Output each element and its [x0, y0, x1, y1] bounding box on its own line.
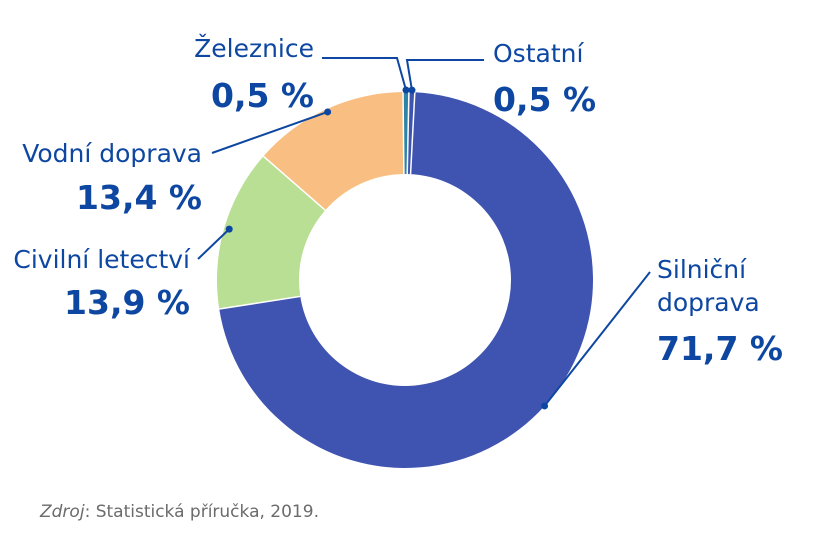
label-value-civilni-letectvi: 13,9 % [64, 283, 190, 322]
label-value-zeleznice: 0,5 % [211, 76, 314, 115]
slice-separator [262, 155, 326, 211]
label-value-vodni-doprava: 13,4 % [76, 178, 202, 217]
leader-dot-vodni-doprava [324, 108, 332, 116]
labels-group: Silniční doprava 71,7 % Civilní letectví 13,… [13, 34, 783, 410]
label-name-ostatni: Ostatní [493, 39, 584, 68]
source-prefix: Zdroj [40, 502, 85, 522]
slice-separator [402, 92, 405, 175]
label-value-ostatni: 0,5 % [493, 80, 596, 119]
leader-dot-silnicni-doprava [541, 402, 549, 410]
leader-line-vodni-doprava [211, 111, 328, 154]
label-name-civilni-letectvi: Civilní letectví [13, 245, 191, 274]
source-note: Zdroj: Statistická příručka, 2019. [40, 502, 319, 522]
slice-civilni-letectvi [217, 156, 326, 310]
label-name-silnicni-doprava: Silniční [657, 255, 747, 284]
slice-separator [219, 295, 301, 310]
source-text: : Statistická příručka, 2019. [84, 502, 319, 522]
leader-dot-ostatni [408, 86, 416, 94]
label-name-zeleznice: Železnice [194, 34, 314, 63]
leader-line-ostatni [405, 59, 484, 91]
leader-dot-civilni-letectvi [225, 225, 233, 233]
slice-separator [406, 92, 410, 175]
slice-separator [409, 92, 416, 175]
label-name-vodni-doprava: Vodní doprava [22, 139, 202, 168]
leader-line-silnicni-doprava [543, 271, 651, 407]
slices-group [217, 92, 593, 469]
leader-line-zeleznice [322, 57, 407, 91]
slice-vodni-doprava [263, 92, 404, 211]
label-value-silnicni-doprava: 71,7 % [657, 329, 783, 368]
leader-dot-zeleznice [402, 86, 410, 94]
leader-line-civilni-letectvi [197, 228, 230, 260]
slice-silnicni-doprava [219, 92, 593, 469]
label-name-silnicni-doprava: doprava [657, 288, 760, 317]
